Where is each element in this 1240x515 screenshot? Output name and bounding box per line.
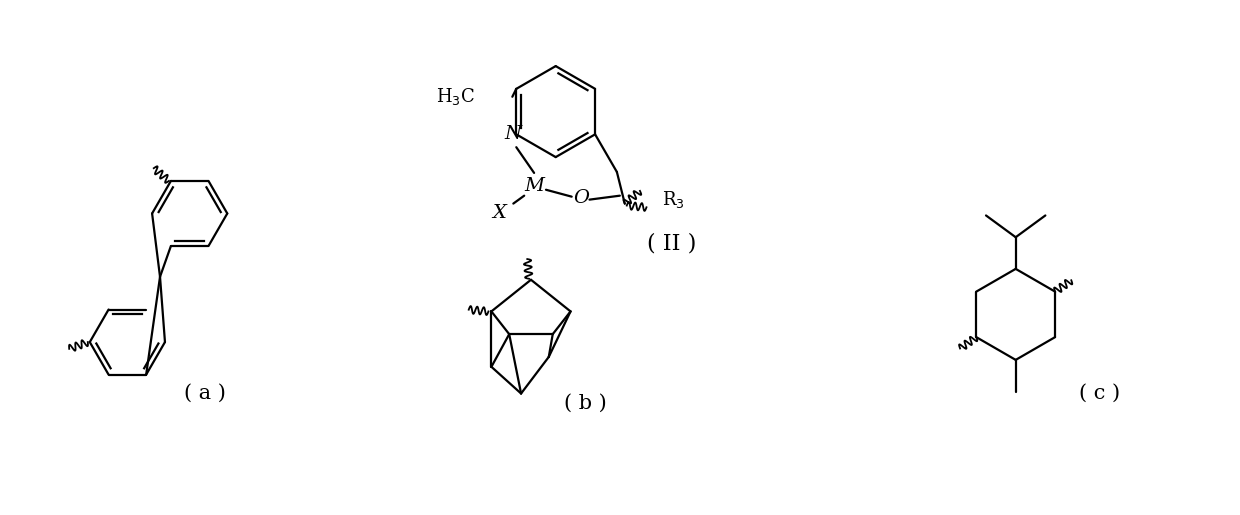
- Text: H$_3$C: H$_3$C: [435, 86, 475, 107]
- Text: N: N: [505, 125, 522, 143]
- Text: ( II ): ( II ): [647, 232, 696, 254]
- Text: M: M: [525, 177, 544, 195]
- Text: ( b ): ( b ): [564, 394, 606, 413]
- Text: ( a ): ( a ): [184, 384, 226, 403]
- Text: R$_3$: R$_3$: [662, 189, 684, 210]
- Text: O: O: [574, 188, 589, 207]
- Text: X: X: [492, 204, 506, 222]
- Text: ( c ): ( c ): [1079, 384, 1120, 403]
